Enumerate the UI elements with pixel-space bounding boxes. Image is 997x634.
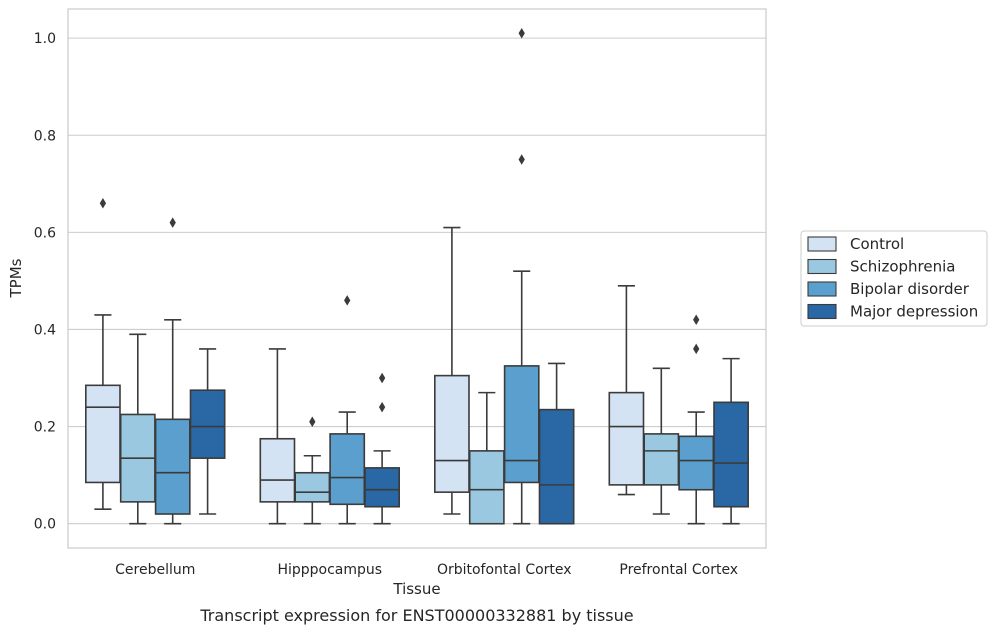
box-series bbox=[84, 28, 750, 525]
plot-area-frame bbox=[67, 8, 767, 549]
outlier-marker bbox=[99, 197, 107, 209]
legend-frame bbox=[800, 230, 988, 327]
outlier-marker bbox=[693, 314, 700, 326]
box-group bbox=[713, 357, 750, 525]
box-group bbox=[678, 314, 715, 525]
box-group bbox=[538, 362, 575, 525]
box-group bbox=[189, 348, 226, 515]
y-tick-label: 0.0 bbox=[34, 517, 56, 533]
box-group bbox=[154, 217, 191, 525]
box-body bbox=[468, 450, 505, 525]
outlier-marker bbox=[518, 28, 525, 39]
x-tick-label: Orbitofontal Cortex bbox=[437, 562, 572, 578]
box-body bbox=[678, 435, 715, 491]
legend-swatch bbox=[807, 258, 837, 275]
x-axis-title: Tissue bbox=[392, 580, 440, 598]
box-body bbox=[608, 391, 645, 486]
y-axis-title: TPMs bbox=[7, 258, 25, 298]
legend-label: Schizophrenia bbox=[850, 258, 955, 276]
y-tick-label: 0.4 bbox=[34, 322, 56, 338]
box-group bbox=[643, 367, 680, 515]
outlier-marker bbox=[378, 401, 386, 413]
x-tick-label: Hipppocampus bbox=[277, 562, 382, 578]
legend-label: Major depression bbox=[850, 303, 978, 321]
legend-label: Control bbox=[850, 235, 904, 253]
legend-swatch bbox=[807, 303, 837, 320]
box-body bbox=[538, 408, 575, 525]
box-body bbox=[364, 467, 401, 508]
box-body bbox=[713, 401, 750, 508]
x-tick-label: Prefrontal Cortex bbox=[619, 562, 738, 578]
chart-caption: Transcript expression for ENST0000033288… bbox=[199, 606, 633, 625]
outlier-marker bbox=[378, 372, 386, 384]
legend-swatch bbox=[807, 236, 837, 252]
y-tick-label: 0.6 bbox=[34, 225, 56, 241]
y-tick-label: 0.2 bbox=[34, 420, 56, 436]
box-body bbox=[84, 384, 121, 484]
outlier-marker bbox=[518, 154, 525, 165]
box-body bbox=[154, 418, 191, 515]
y-tick-label: 1.0 bbox=[34, 31, 56, 47]
outlier-marker bbox=[693, 343, 700, 355]
box-body bbox=[643, 433, 680, 486]
box-body bbox=[329, 433, 366, 506]
legend-label: Bipolar disorder bbox=[850, 280, 970, 298]
legend: Control Schizophrenia Bipolar disorder Majo… bbox=[800, 230, 988, 327]
box-group bbox=[608, 284, 645, 496]
x-tick-labels: Cerebellum Hipppocampus Orbitofontal Corte… bbox=[115, 562, 738, 578]
box-group bbox=[364, 372, 401, 525]
box-body bbox=[259, 437, 296, 503]
outlier-marker bbox=[169, 217, 176, 228]
legend-swatch bbox=[807, 281, 837, 297]
box-group bbox=[468, 391, 505, 525]
box-group bbox=[259, 348, 296, 525]
y-tick-label: 0.8 bbox=[34, 128, 56, 144]
box-group bbox=[119, 333, 156, 525]
y-tick-labels: 0.0 0.2 0.4 0.6 0.8 1.0 bbox=[34, 31, 56, 533]
box-body bbox=[503, 365, 540, 484]
outlier-marker bbox=[309, 416, 316, 427]
box-body bbox=[294, 471, 331, 503]
box-group bbox=[503, 28, 540, 525]
box-body bbox=[189, 389, 226, 459]
outlier-marker bbox=[344, 295, 351, 306]
box-group bbox=[294, 416, 331, 525]
box-group bbox=[433, 226, 470, 515]
box-body bbox=[433, 374, 470, 493]
box-group bbox=[84, 197, 121, 510]
x-tick-label: Cerebellum bbox=[115, 562, 195, 578]
